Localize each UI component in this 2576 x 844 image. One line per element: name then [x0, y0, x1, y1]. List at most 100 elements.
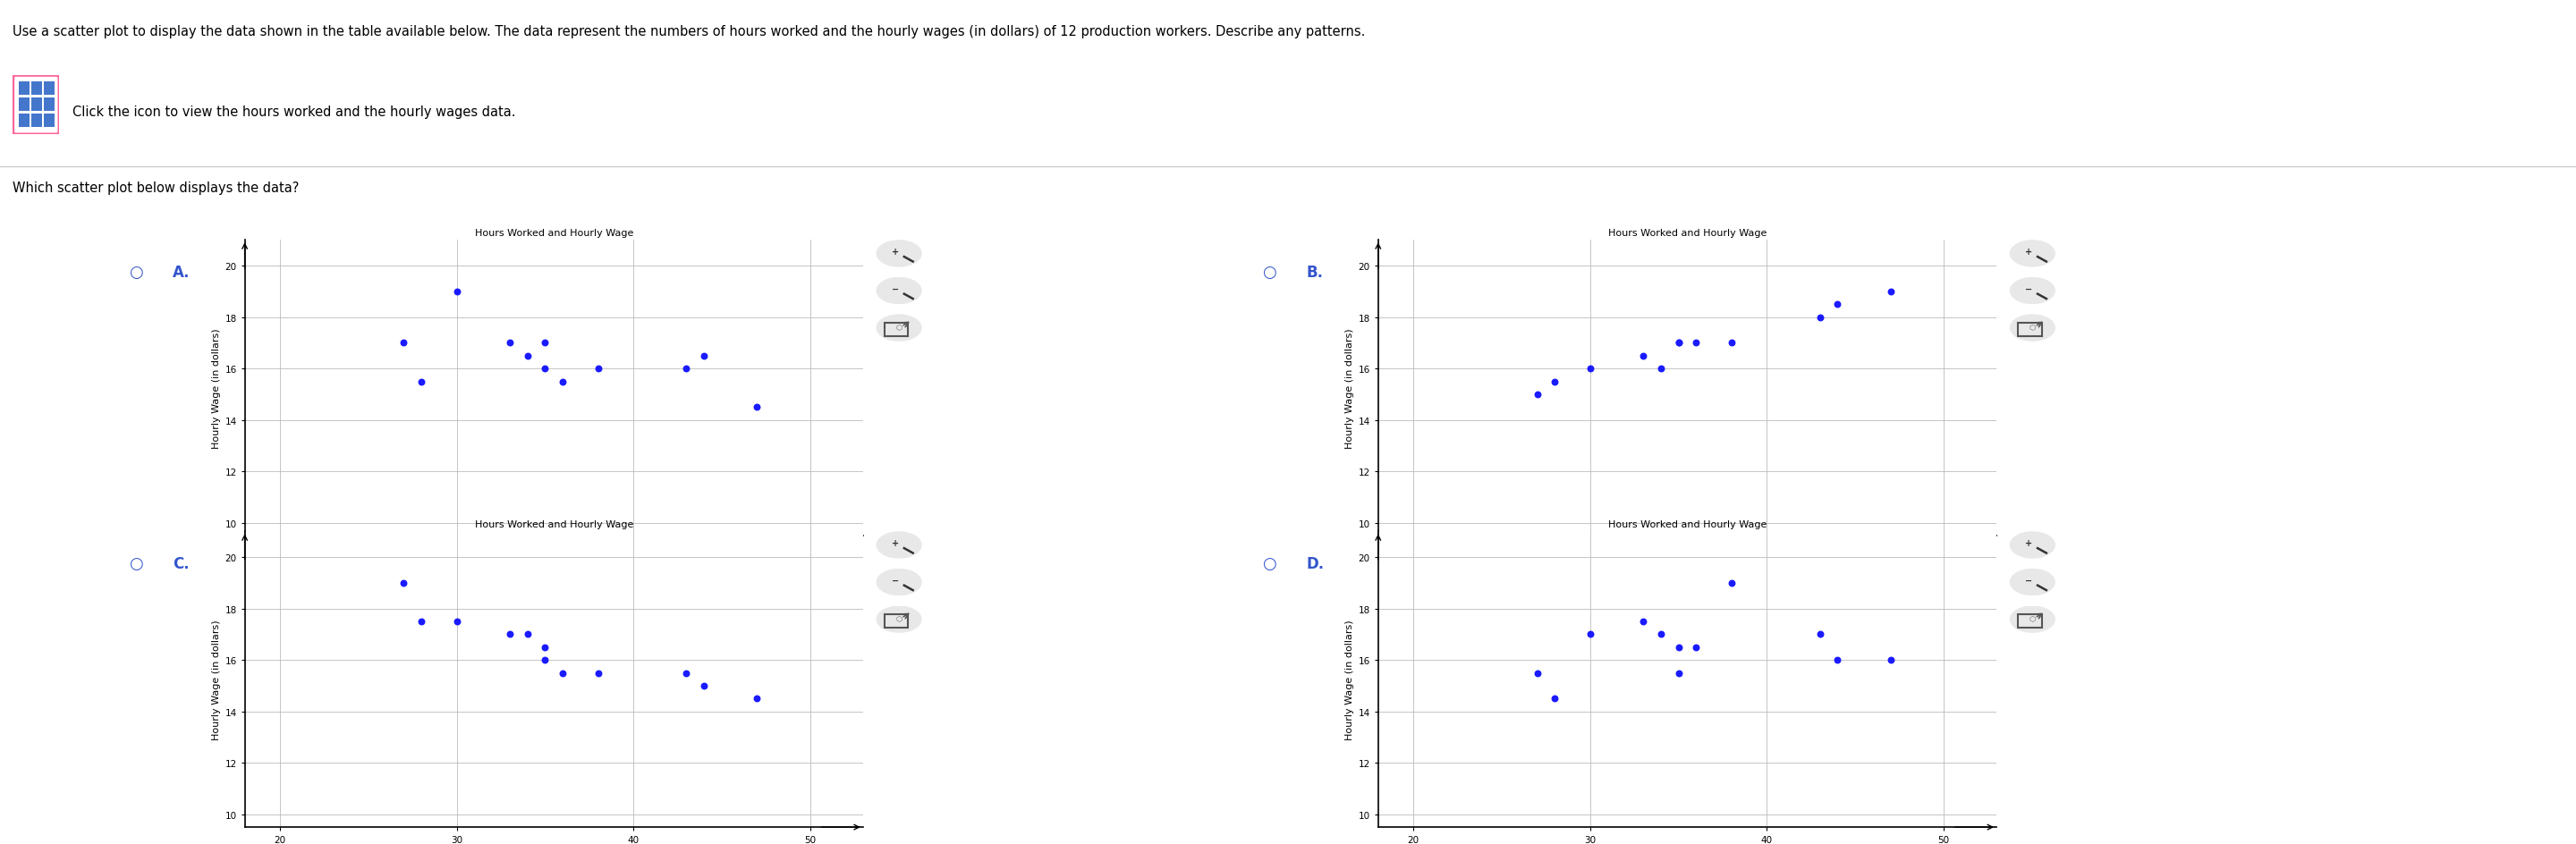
- Point: [1569, 362, 1610, 376]
- Point: [435, 615, 477, 629]
- Point: [1710, 337, 1752, 350]
- Title: Hours Worked and Hourly Wage: Hours Worked and Hourly Wage: [1607, 229, 1767, 237]
- Point: [1674, 641, 1716, 654]
- Text: ⬡: ⬡: [2030, 324, 2035, 332]
- Point: [489, 337, 531, 350]
- Point: [577, 362, 618, 376]
- Point: [526, 653, 567, 667]
- Text: Click the icon to view the hours worked and the hourly wages data.: Click the icon to view the hours worked …: [72, 106, 515, 119]
- Text: −: −: [891, 284, 899, 294]
- Point: [384, 337, 425, 350]
- Point: [435, 285, 477, 299]
- Point: [1623, 349, 1664, 363]
- Point: [1659, 666, 1700, 679]
- Text: ○: ○: [129, 264, 142, 280]
- FancyBboxPatch shape: [44, 99, 54, 111]
- Point: [1870, 653, 1911, 667]
- Title: Hours Worked and Hourly Wage: Hours Worked and Hourly Wage: [474, 520, 634, 528]
- Point: [665, 666, 706, 679]
- Circle shape: [2009, 316, 2056, 341]
- Point: [1816, 653, 1857, 667]
- Point: [1641, 628, 1682, 641]
- Circle shape: [876, 533, 922, 558]
- Text: ⬡: ⬡: [2030, 615, 2035, 623]
- Point: [1517, 388, 1558, 402]
- Point: [1870, 285, 1911, 299]
- Circle shape: [2009, 279, 2056, 304]
- Point: [1798, 628, 1839, 641]
- Circle shape: [876, 607, 922, 632]
- Text: ⬡: ⬡: [896, 324, 902, 332]
- FancyBboxPatch shape: [13, 76, 59, 135]
- FancyBboxPatch shape: [44, 83, 54, 95]
- Point: [541, 375, 582, 388]
- FancyBboxPatch shape: [31, 115, 41, 127]
- Y-axis label: Hourly Wage (in dollars): Hourly Wage (in dollars): [1345, 328, 1355, 448]
- Point: [526, 362, 567, 376]
- FancyBboxPatch shape: [18, 83, 28, 95]
- Point: [737, 401, 778, 414]
- X-axis label: Hours: Hours: [538, 557, 569, 565]
- Point: [384, 576, 425, 590]
- Circle shape: [2009, 533, 2056, 558]
- Point: [1569, 628, 1610, 641]
- Point: [1659, 337, 1700, 350]
- FancyBboxPatch shape: [44, 115, 54, 127]
- Point: [1517, 666, 1558, 679]
- Text: A.: A.: [173, 264, 191, 280]
- Circle shape: [876, 279, 922, 304]
- Text: +: +: [2025, 538, 2032, 548]
- Point: [541, 666, 582, 679]
- Text: −: −: [2025, 576, 2032, 585]
- Point: [1674, 337, 1716, 350]
- Y-axis label: Hourly Wage (in dollars): Hourly Wage (in dollars): [1345, 619, 1355, 739]
- Text: Use a scatter plot to display the data shown in the table available below. The d: Use a scatter plot to display the data s…: [13, 25, 1365, 39]
- Point: [1535, 375, 1577, 388]
- Point: [526, 641, 567, 654]
- Point: [526, 337, 567, 350]
- Point: [1659, 337, 1700, 350]
- Point: [1535, 692, 1577, 706]
- Point: [402, 375, 443, 388]
- Text: ○: ○: [1262, 555, 1275, 571]
- Circle shape: [2009, 607, 2056, 632]
- Text: +: +: [891, 538, 899, 548]
- Point: [737, 692, 778, 706]
- Point: [683, 349, 724, 363]
- Text: Which scatter plot below displays the data?: Which scatter plot below displays the da…: [13, 181, 299, 195]
- Point: [1816, 298, 1857, 311]
- Text: −: −: [2025, 284, 2032, 294]
- Point: [1641, 362, 1682, 376]
- Point: [577, 666, 618, 679]
- Circle shape: [2009, 570, 2056, 595]
- Point: [402, 615, 443, 629]
- Point: [1659, 641, 1700, 654]
- Circle shape: [876, 570, 922, 595]
- Text: C.: C.: [173, 555, 188, 571]
- Point: [683, 679, 724, 693]
- FancyBboxPatch shape: [18, 115, 28, 127]
- FancyBboxPatch shape: [31, 99, 41, 111]
- Text: ⬡: ⬡: [896, 615, 902, 623]
- Y-axis label: Hourly Wage (in dollars): Hourly Wage (in dollars): [211, 328, 222, 448]
- Circle shape: [876, 316, 922, 341]
- Point: [489, 628, 531, 641]
- Point: [1710, 576, 1752, 590]
- Circle shape: [2009, 241, 2056, 267]
- Point: [665, 362, 706, 376]
- Text: +: +: [2025, 247, 2032, 257]
- Point: [1623, 615, 1664, 629]
- Text: −: −: [891, 576, 899, 585]
- Text: D.: D.: [1306, 555, 1324, 571]
- Y-axis label: Hourly Wage (in dollars): Hourly Wage (in dollars): [211, 619, 222, 739]
- Text: B.: B.: [1306, 264, 1324, 280]
- X-axis label: Hours: Hours: [1672, 557, 1703, 565]
- Point: [507, 628, 549, 641]
- Point: [1798, 311, 1839, 324]
- Title: Hours Worked and Hourly Wage: Hours Worked and Hourly Wage: [474, 229, 634, 237]
- Point: [507, 349, 549, 363]
- Circle shape: [876, 241, 922, 267]
- Text: +: +: [891, 247, 899, 257]
- FancyBboxPatch shape: [18, 99, 28, 111]
- FancyBboxPatch shape: [31, 83, 41, 95]
